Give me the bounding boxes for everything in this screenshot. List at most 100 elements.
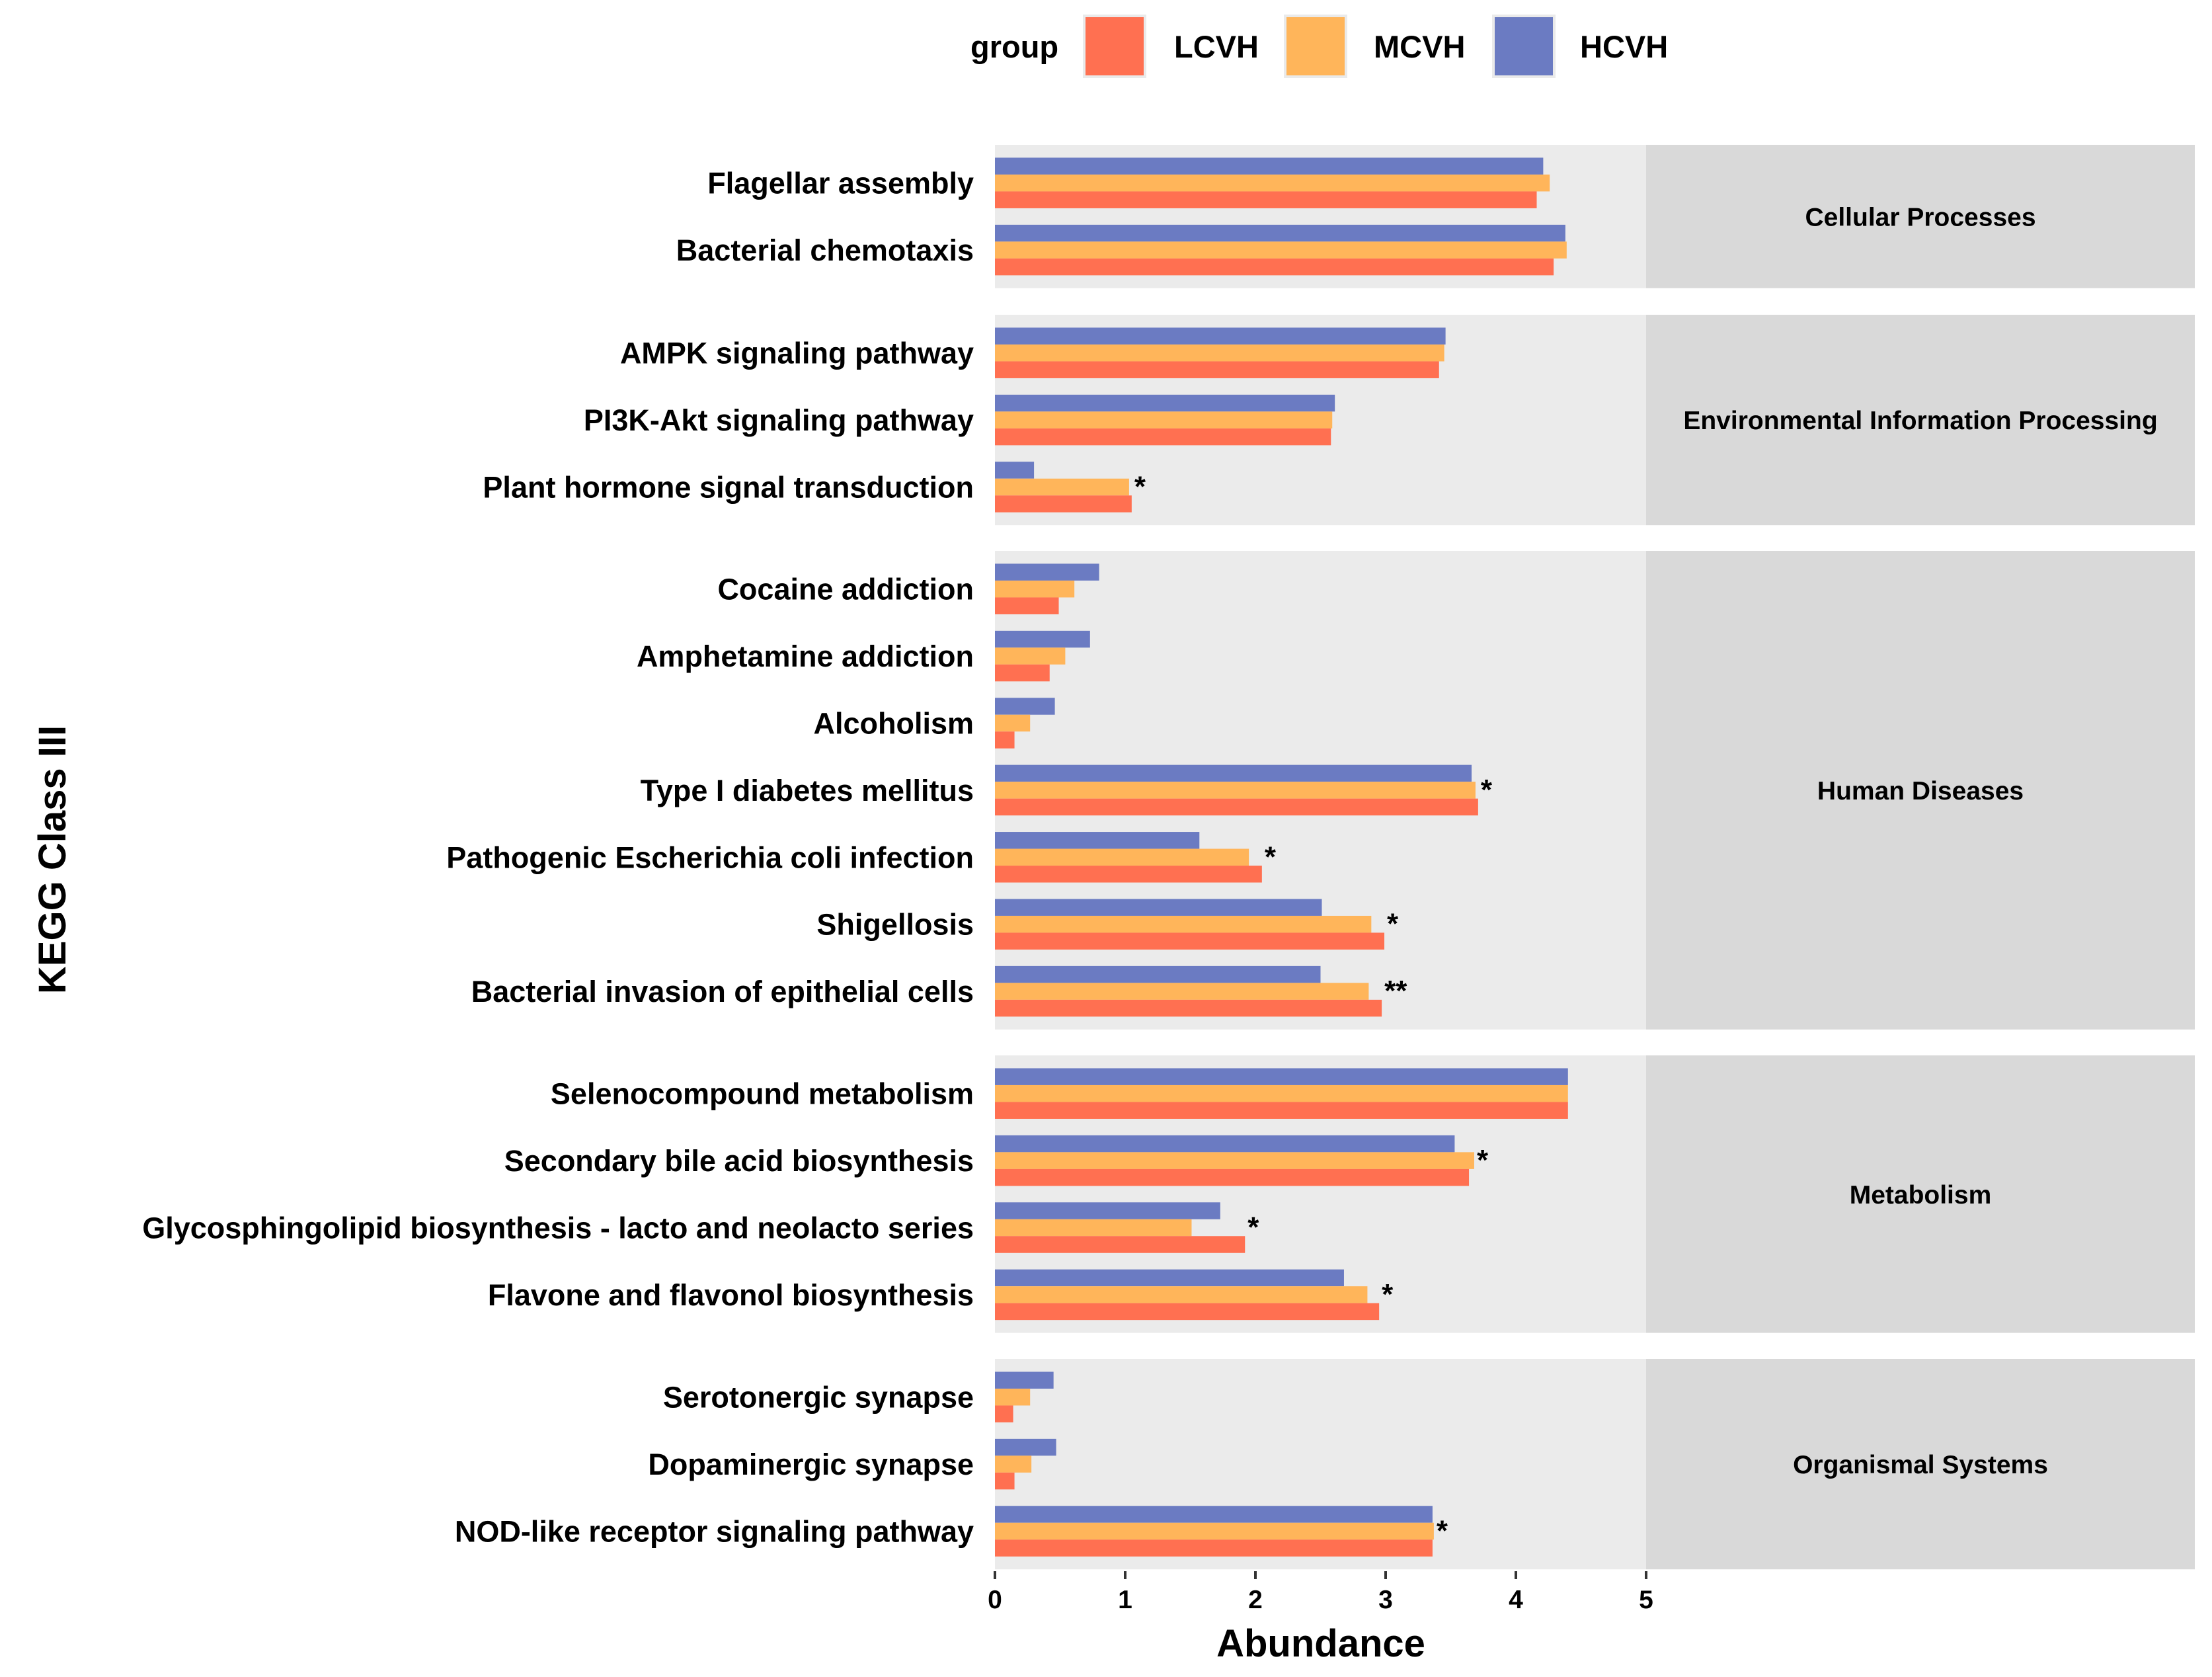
pathway-label-flavone-and-flavonol-biosynthesis: Flavone and flavonol biosynthesis xyxy=(488,1278,974,1312)
bar-alcoholism-hcvh xyxy=(995,698,1055,715)
x-tick-label-0: 0 xyxy=(988,1586,1002,1614)
pathway-label-bacterial-invasion-of-epithelial-cells: Bacterial invasion of epithelial cells xyxy=(471,975,974,1008)
bar-ampk-signaling-pathway-hcvh xyxy=(995,327,1446,345)
bar-type-i-diabetes-mellitus-hcvh xyxy=(995,764,1472,782)
bar-type-i-diabetes-mellitus-mcvh xyxy=(995,782,1476,799)
bar-pi3k-akt-signaling-pathway-lcvh xyxy=(995,428,1331,446)
bar-flagellar-assembly-hcvh xyxy=(995,157,1544,175)
sig-marker-plant-hormone-signal-transduction: * xyxy=(1134,471,1146,503)
bar-secondary-bile-acid-biosynthesis-mcvh xyxy=(995,1152,1474,1169)
bar-glycosphingolipid-biosynthesis-lacto-and-neolacto-series-mcvh xyxy=(995,1219,1192,1237)
legend-swatch-lcvh xyxy=(1086,17,1144,75)
bar-pi3k-akt-signaling-pathway-mcvh xyxy=(995,411,1333,429)
bar-glycosphingolipid-biosynthesis-lacto-and-neolacto-series-lcvh xyxy=(995,1236,1245,1253)
bar-alcoholism-mcvh xyxy=(995,714,1031,732)
legend-label-mcvh: MCVH xyxy=(1374,29,1465,64)
bar-secondary-bile-acid-biosynthesis-hcvh xyxy=(995,1135,1455,1153)
pathway-labels: Flagellar assembly Bacterial chemotaxis AM… xyxy=(142,167,1493,1549)
sig-marker-pathogenic-escherichia-coli-infection: * xyxy=(1265,840,1277,873)
x-tick-label-1: 1 xyxy=(1118,1586,1132,1614)
bar-serotonergic-synapse-lcvh xyxy=(995,1405,1013,1422)
x-tick-label-3: 3 xyxy=(1378,1586,1393,1614)
bar-shigellosis-hcvh xyxy=(995,899,1322,916)
pathway-label-type-i-diabetes-mellitus: Type I diabetes mellitus xyxy=(641,774,974,807)
facet-strip-organismal-systems xyxy=(1646,1359,2195,1570)
x-tick-label-4: 4 xyxy=(1509,1586,1523,1614)
facet-label-organismal-systems: Organismal Systems xyxy=(1793,1451,2048,1479)
bar-serotonergic-synapse-hcvh xyxy=(995,1371,1054,1389)
bar-flavone-and-flavonol-biosynthesis-mcvh xyxy=(995,1286,1368,1303)
pathway-label-nod-like-receptor-signaling-pathway: NOD-like receptor signaling pathway xyxy=(455,1515,974,1549)
bar-dopaminergic-synapse-lcvh xyxy=(995,1472,1015,1490)
pathway-label-shigellosis: Shigellosis xyxy=(816,908,974,942)
bar-plant-hormone-signal-transduction-lcvh xyxy=(995,495,1132,512)
pathway-label-ampk-signaling-pathway: AMPK signaling pathway xyxy=(620,337,974,370)
sig-marker-nod-like-receptor-signaling-pathway: * xyxy=(1437,1515,1448,1547)
sig-marker-flavone-and-flavonol-biosynthesis: * xyxy=(1382,1278,1394,1311)
pathway-label-dopaminergic-synapse: Dopaminergic synapse xyxy=(648,1448,974,1481)
pathway-label-bacterial-chemotaxis: Bacterial chemotaxis xyxy=(676,233,974,267)
bar-bacterial-chemotaxis-mcvh xyxy=(995,241,1567,259)
facet-strip-metabolism xyxy=(1646,1055,2195,1333)
legend-label-hcvh: HCVH xyxy=(1580,29,1668,64)
pathway-label-alcoholism: Alcoholism xyxy=(813,707,974,741)
legend-swatch-mcvh xyxy=(1286,17,1345,75)
facet-label-environmental-information-processing: Environmental Information Processing xyxy=(1683,407,2157,435)
bar-bacterial-invasion-of-epithelial-cells-mcvh xyxy=(995,983,1369,1000)
bar-bacterial-invasion-of-epithelial-cells-hcvh xyxy=(995,965,1321,983)
pathway-label-cocaine-addiction: Cocaine addiction xyxy=(717,573,974,606)
x-tick-label-2: 2 xyxy=(1248,1586,1263,1614)
pathway-label-pathogenic-escherichia-coli-infection: Pathogenic Escherichia coli infection xyxy=(446,840,974,874)
bar-bacterial-chemotaxis-lcvh xyxy=(995,258,1554,276)
sig-marker-type-i-diabetes-mellitus: * xyxy=(1481,774,1493,806)
bar-flavone-and-flavonol-biosynthesis-lcvh xyxy=(995,1303,1380,1321)
bar-nod-like-receptor-signaling-pathway-hcvh xyxy=(995,1506,1433,1523)
y-axis-title: KEGG Class III xyxy=(31,725,74,994)
facet-strip-cellular-processes xyxy=(1646,145,2195,288)
bar-pathogenic-escherichia-coli-infection-hcvh xyxy=(995,832,1200,849)
facet-label-metabolism: Metabolism xyxy=(1850,1181,1992,1209)
bar-shigellosis-mcvh xyxy=(995,915,1372,933)
bar-bacterial-invasion-of-epithelial-cells-lcvh xyxy=(995,999,1382,1017)
bar-bacterial-chemotaxis-hcvh xyxy=(995,224,1565,242)
bar-pathogenic-escherichia-coli-infection-lcvh xyxy=(995,866,1262,883)
bar-flagellar-assembly-mcvh xyxy=(995,174,1550,192)
bar-ampk-signaling-pathway-mcvh xyxy=(995,344,1444,362)
pathway-label-selenocompound-metabolism: Selenocompound metabolism xyxy=(551,1077,974,1111)
sig-marker-bacterial-invasion-of-epithelial-cells: ** xyxy=(1384,975,1407,1007)
facet-label-cellular-processes: Cellular Processes xyxy=(1805,203,2035,231)
facet-label-human-diseases: Human Diseases xyxy=(1817,777,2024,805)
sig-marker-glycosphingolipid-biosynthesis-lacto-and-neolacto-series: * xyxy=(1247,1211,1259,1244)
bar-dopaminergic-synapse-mcvh xyxy=(995,1455,1032,1473)
bar-plant-hormone-signal-transduction-mcvh xyxy=(995,478,1129,496)
bar-flavone-and-flavonol-biosynthesis-hcvh xyxy=(995,1269,1344,1287)
sig-marker-shigellosis: * xyxy=(1387,908,1399,940)
pathway-label-glycosphingolipid-biosynthesis-lacto-and-neolacto-series: Glycosphingolipid biosynthesis - lacto a… xyxy=(142,1211,974,1245)
bar-type-i-diabetes-mellitus-lcvh xyxy=(995,798,1478,816)
bar-cocaine-addiction-lcvh xyxy=(995,597,1059,614)
facet-strip-human-diseases xyxy=(1646,551,2195,1030)
legend-label-lcvh: LCVH xyxy=(1174,29,1259,64)
pathway-label-secondary-bile-acid-biosynthesis: Secondary bile acid biosynthesis xyxy=(504,1144,974,1178)
bar-amphetamine-addiction-mcvh xyxy=(995,647,1066,665)
sig-marker-secondary-bile-acid-biosynthesis: * xyxy=(1477,1144,1489,1176)
bar-pathogenic-escherichia-coli-infection-mcvh xyxy=(995,848,1249,866)
bar-flagellar-assembly-lcvh xyxy=(995,191,1537,208)
x-axis: 0 1 2 3 4 5 xyxy=(988,1571,1653,1614)
legend: group LCVH MCVH HCVH xyxy=(970,15,1668,78)
pathway-label-flagellar-assembly: Flagellar assembly xyxy=(707,167,974,200)
bars xyxy=(995,157,1568,1557)
bar-secondary-bile-acid-biosynthesis-lcvh xyxy=(995,1168,1470,1186)
bar-amphetamine-addiction-hcvh xyxy=(995,630,1090,648)
legend-title: group xyxy=(970,29,1058,64)
x-axis-title: Abundance xyxy=(1216,1622,1425,1665)
bar-amphetamine-addiction-lcvh xyxy=(995,664,1050,682)
bar-nod-like-receptor-signaling-pathway-mcvh xyxy=(995,1522,1434,1540)
x-tick-label-5: 5 xyxy=(1639,1586,1653,1614)
bar-dopaminergic-synapse-hcvh xyxy=(995,1438,1056,1456)
bar-nod-like-receptor-signaling-pathway-lcvh xyxy=(995,1539,1433,1557)
bar-selenocompound-metabolism-lcvh xyxy=(995,1102,1568,1119)
bar-selenocompound-metabolism-mcvh xyxy=(995,1084,1568,1102)
pathway-label-plant-hormone-signal-transduction: Plant hormone signal transduction xyxy=(483,471,974,505)
